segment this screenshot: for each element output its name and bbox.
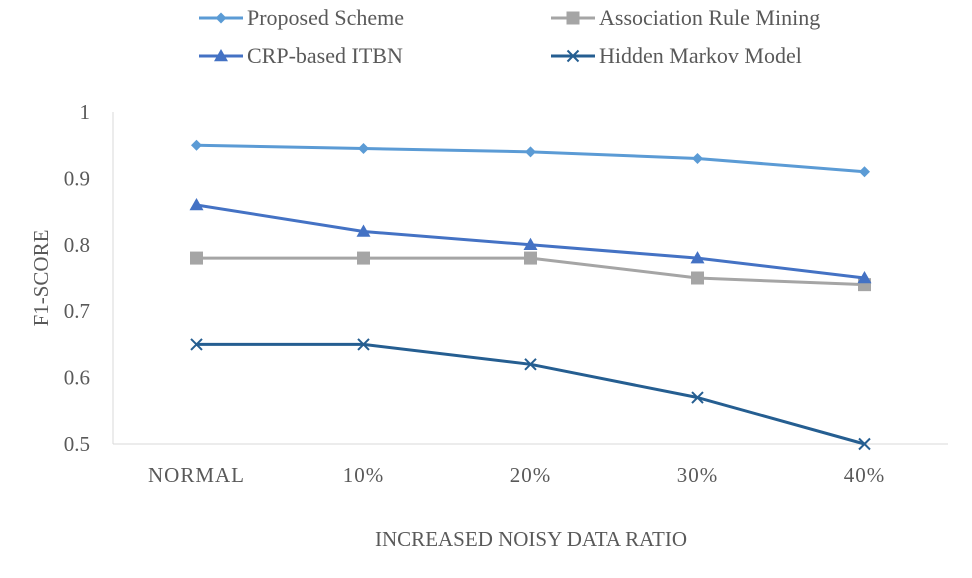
data-point bbox=[524, 358, 537, 371]
series-group bbox=[189, 139, 872, 451]
x-tick-label: NORMAL bbox=[148, 463, 245, 487]
x-tick-label: 20% bbox=[510, 463, 552, 487]
legend-label: Association Rule Mining bbox=[599, 5, 820, 30]
data-point bbox=[859, 166, 870, 178]
data-point bbox=[523, 237, 538, 251]
series-square bbox=[190, 251, 871, 292]
data-point bbox=[524, 251, 537, 265]
data-point bbox=[857, 271, 872, 284]
y-tick-label: 0.5 bbox=[64, 432, 90, 456]
legend-label: Hidden Markov Model bbox=[599, 43, 802, 68]
y-tick-labels: 0.5 0.6 0.7 0.8 0.9 1 bbox=[64, 100, 90, 456]
legend-item: Association Rule Mining bbox=[551, 5, 820, 30]
data-point bbox=[358, 143, 369, 155]
series-diamond bbox=[191, 139, 870, 178]
data-point bbox=[858, 437, 871, 451]
legend-item: CRP-based ITBN bbox=[199, 43, 403, 68]
y-axis-label: F1-SCORE bbox=[29, 230, 53, 327]
x-axis-label: INCREASED NOISY DATA RATIO bbox=[375, 527, 687, 551]
legend-marker bbox=[214, 49, 228, 62]
x-tick-labels: NORMAL 10% 20% 30% 40% bbox=[148, 463, 886, 487]
x-tick-label: 30% bbox=[677, 463, 719, 487]
series-triangle bbox=[189, 197, 872, 284]
legend-label: Proposed Scheme bbox=[247, 5, 404, 30]
data-point bbox=[690, 251, 705, 264]
y-tick-label: 1 bbox=[80, 100, 91, 124]
data-point bbox=[692, 152, 703, 164]
data-point bbox=[191, 139, 202, 151]
data-point bbox=[525, 146, 536, 158]
data-point bbox=[190, 251, 203, 265]
data-point bbox=[357, 251, 370, 265]
y-tick-label: 0.7 bbox=[64, 299, 90, 323]
y-tick-label: 0.6 bbox=[64, 366, 90, 390]
data-point bbox=[356, 224, 371, 237]
legend-item: Hidden Markov Model bbox=[551, 43, 802, 68]
series-x bbox=[190, 338, 871, 451]
series-line bbox=[196, 342, 865, 446]
legend-marker bbox=[566, 11, 580, 25]
legend-label: CRP-based ITBN bbox=[247, 43, 403, 68]
x-tick-label: 10% bbox=[343, 463, 385, 487]
legend-marker bbox=[215, 12, 227, 24]
data-point bbox=[190, 338, 203, 351]
axes bbox=[112, 112, 948, 445]
data-point bbox=[691, 391, 704, 404]
legend-item: Proposed Scheme bbox=[199, 5, 404, 30]
legend-marker bbox=[566, 49, 580, 63]
y-tick-label: 0.8 bbox=[64, 233, 90, 257]
legend: Proposed Scheme Association Rule Mining CR… bbox=[199, 5, 820, 68]
data-point bbox=[189, 197, 204, 211]
data-point bbox=[357, 338, 370, 351]
x-tick-label: 40% bbox=[844, 463, 886, 487]
data-point bbox=[691, 271, 704, 285]
y-tick-label: 0.9 bbox=[64, 166, 90, 190]
